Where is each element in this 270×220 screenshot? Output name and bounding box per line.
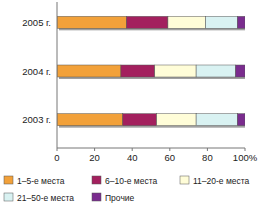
bar-segment — [237, 114, 245, 126]
bar-segment — [121, 65, 155, 77]
bar-segment — [57, 16, 127, 28]
legend-label: 6–10-е места — [105, 176, 157, 186]
x-axis — [57, 148, 245, 149]
legend-swatch — [180, 176, 189, 184]
bar-segment — [168, 16, 206, 28]
legend-swatch — [4, 176, 13, 184]
tick-label: 40 — [127, 152, 138, 163]
chart: 2005 г. 2004 г. 2003 г. 0 20 40 60 80 100% 1–5-е … — [0, 0, 270, 220]
tick — [94, 148, 95, 151]
bar-segment — [57, 114, 123, 126]
legend-label: 21–50-е места — [17, 193, 74, 203]
tick — [245, 148, 246, 151]
tick-label: 60 — [165, 152, 176, 163]
tick — [57, 148, 58, 151]
category-label: 2005 г. — [22, 17, 51, 28]
tick-label: 80 — [202, 152, 213, 163]
y-axis — [57, 2, 58, 148]
legend-swatch — [4, 193, 13, 201]
legend-label: 1–5-е места — [17, 176, 65, 186]
bar-segment — [155, 65, 196, 77]
bar-segment — [196, 65, 235, 77]
bar-segment — [57, 65, 121, 77]
bar-segment — [196, 114, 237, 126]
bar-segment — [127, 16, 168, 28]
bar-segment — [237, 16, 245, 28]
bars — [57, 16, 245, 127]
bar-segment — [157, 114, 196, 126]
tick-label: 100% — [233, 152, 258, 163]
bar-segment — [123, 114, 157, 126]
tick — [169, 148, 170, 151]
bar-segment — [236, 65, 245, 77]
tick-label: 0 — [54, 152, 59, 163]
legend-swatch — [92, 193, 101, 201]
legend-label: 11–20-е места — [193, 176, 250, 186]
legend-label: Прочие — [105, 193, 135, 203]
tick-label: 20 — [89, 152, 100, 163]
bar-segment — [206, 16, 238, 28]
category-label: 2003 г. — [22, 114, 51, 125]
legend-swatch — [92, 176, 101, 184]
tick — [207, 148, 208, 151]
category-label: 2004 г. — [22, 66, 51, 77]
tick — [132, 148, 133, 151]
